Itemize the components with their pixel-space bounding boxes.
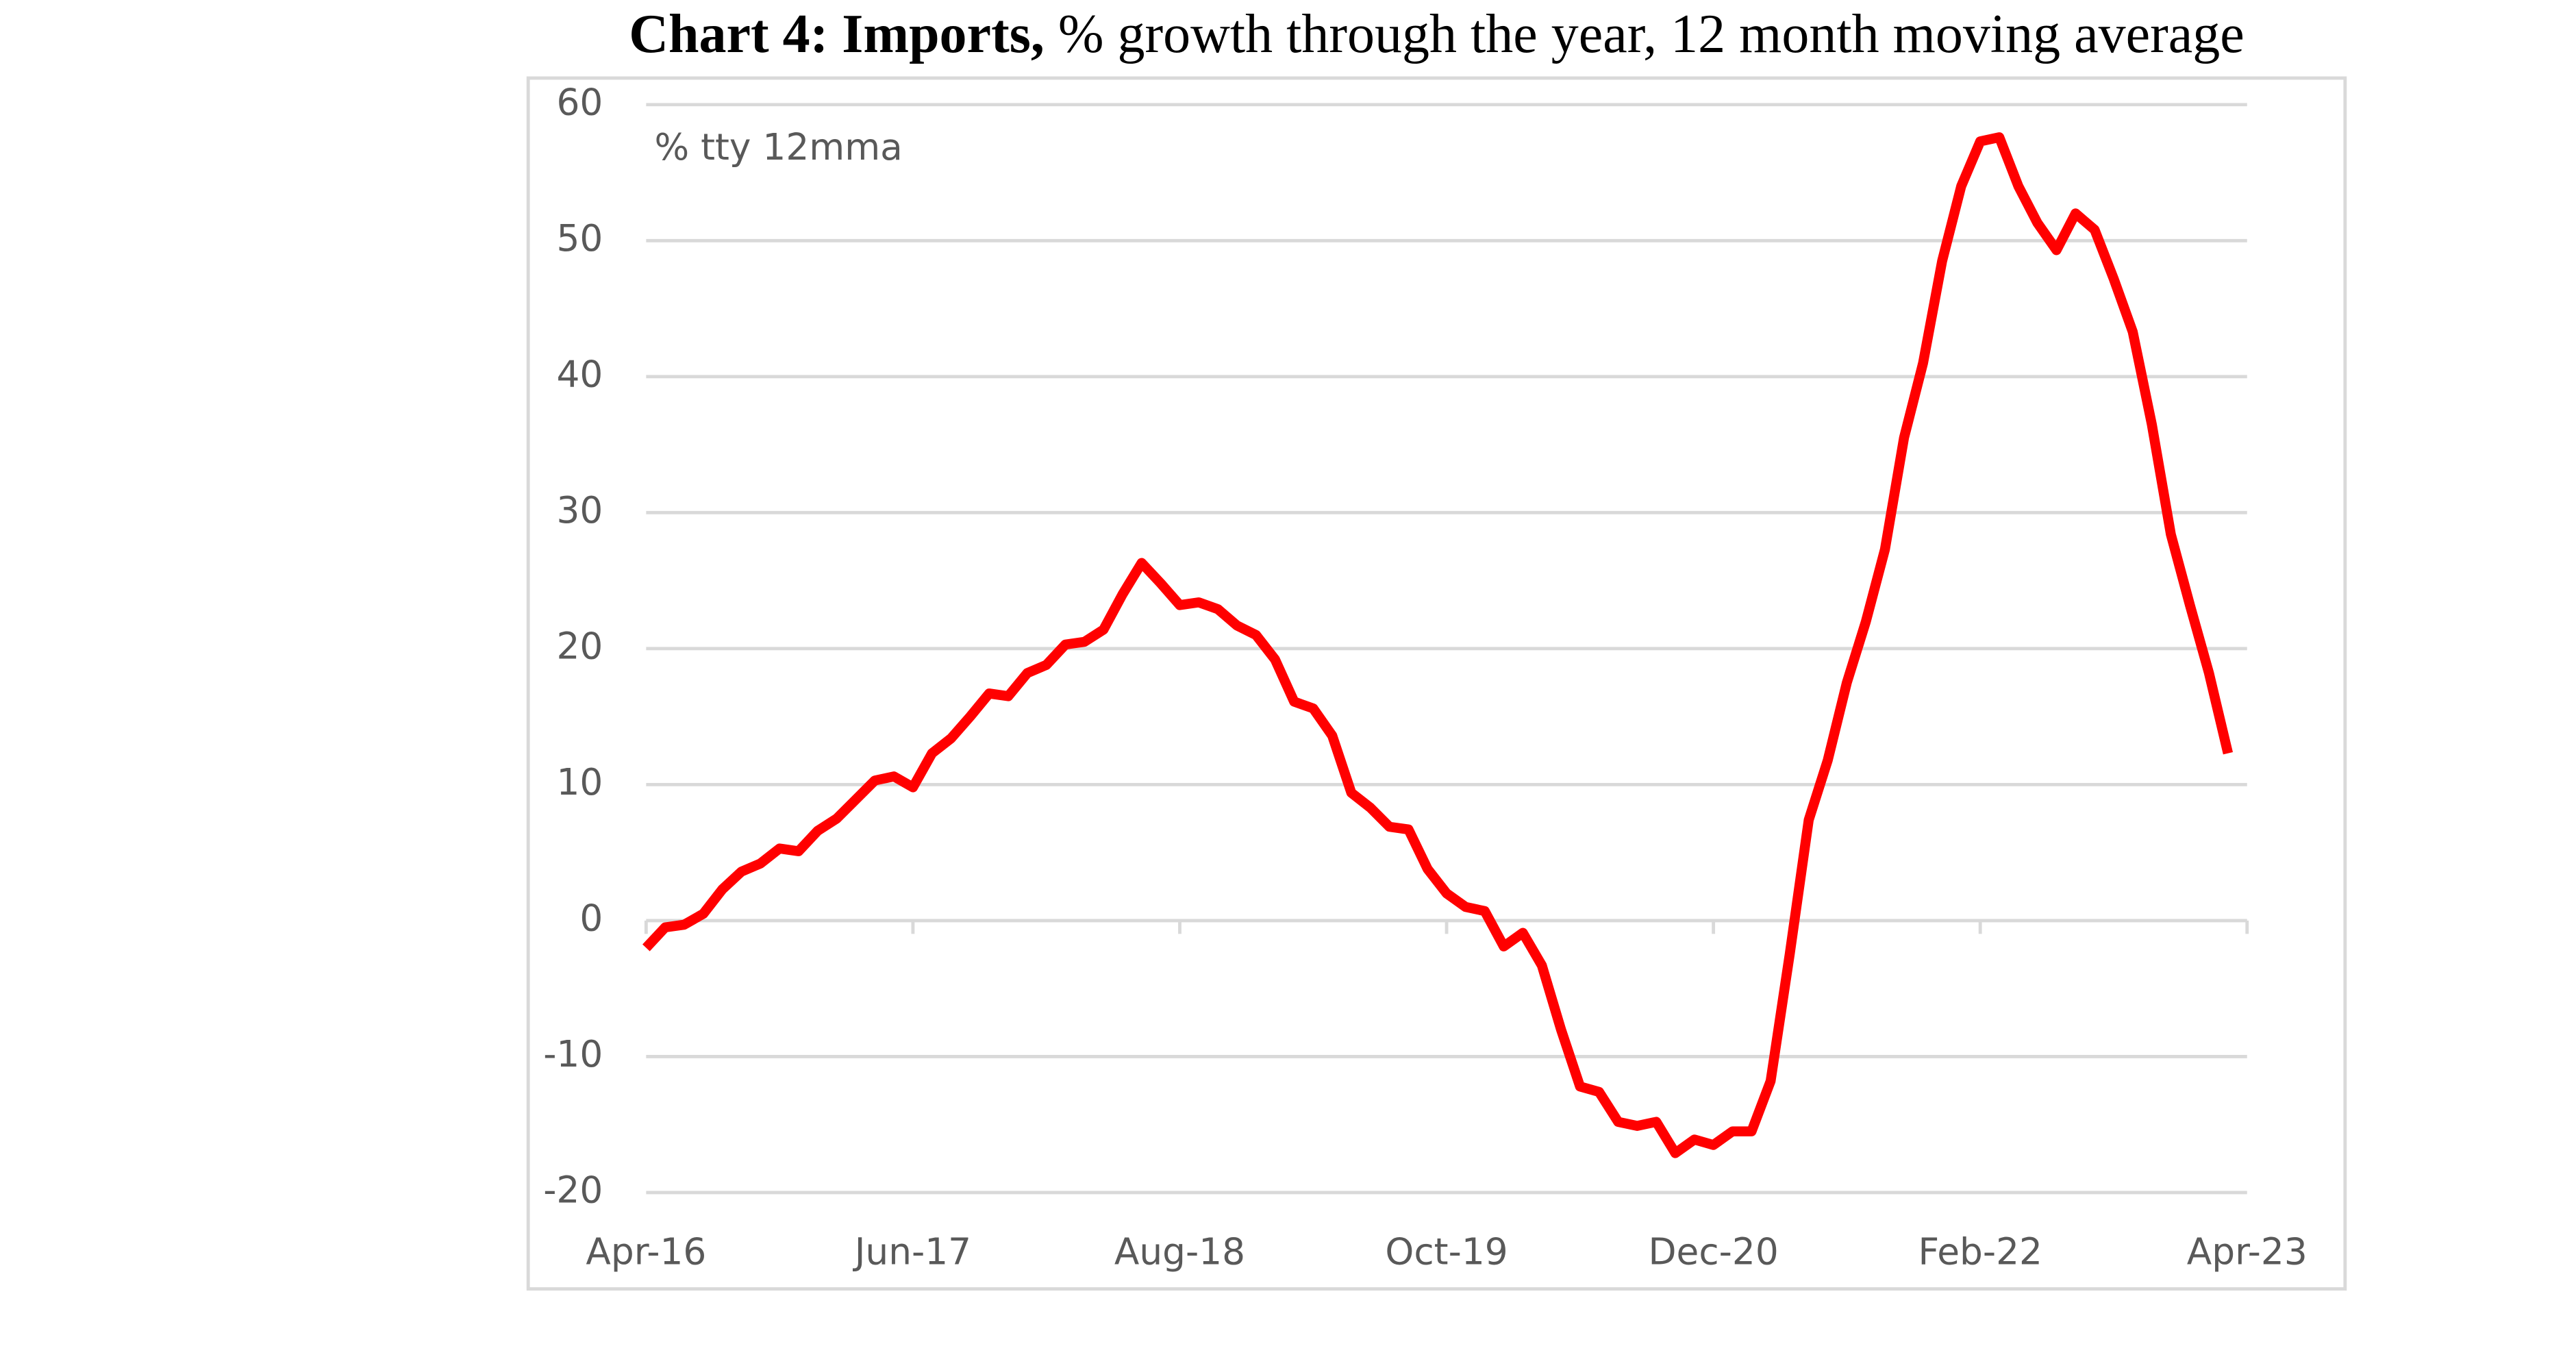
plot-frame xyxy=(526,76,2347,1291)
data-line xyxy=(642,132,2234,1158)
x-tick-label: Oct-19 xyxy=(1385,1230,1508,1273)
y-tick-label: 10 xyxy=(556,760,603,804)
title-rest: % growth through the year, 12 month movi… xyxy=(1058,5,2244,65)
y-tick-label: -20 xyxy=(543,1169,603,1212)
y-tick-label: 40 xyxy=(556,352,603,395)
y-tick-label: 20 xyxy=(556,624,603,667)
y-tick-label: 50 xyxy=(556,216,603,260)
x-tick-label: Apr-23 xyxy=(2187,1230,2308,1273)
y-tick-label: 60 xyxy=(556,80,603,123)
x-tick-label: Apr-16 xyxy=(586,1230,706,1273)
x-tick-label: Dec-20 xyxy=(1648,1230,1778,1273)
chart-title: Chart 4: Imports, % growth through the y… xyxy=(629,5,2244,65)
annotation: % tty 12mma xyxy=(654,125,902,169)
y-tick-label: 0 xyxy=(579,897,603,940)
y-tick-label: 30 xyxy=(556,488,603,532)
x-tick-label: Aug-18 xyxy=(1114,1230,1245,1273)
x-tick-label: Jun-17 xyxy=(853,1230,971,1273)
x-tick-label: Feb-22 xyxy=(1918,1230,2042,1273)
y-tick-label: -10 xyxy=(543,1032,603,1075)
title-bold: Chart 4: Imports, xyxy=(629,5,1045,65)
